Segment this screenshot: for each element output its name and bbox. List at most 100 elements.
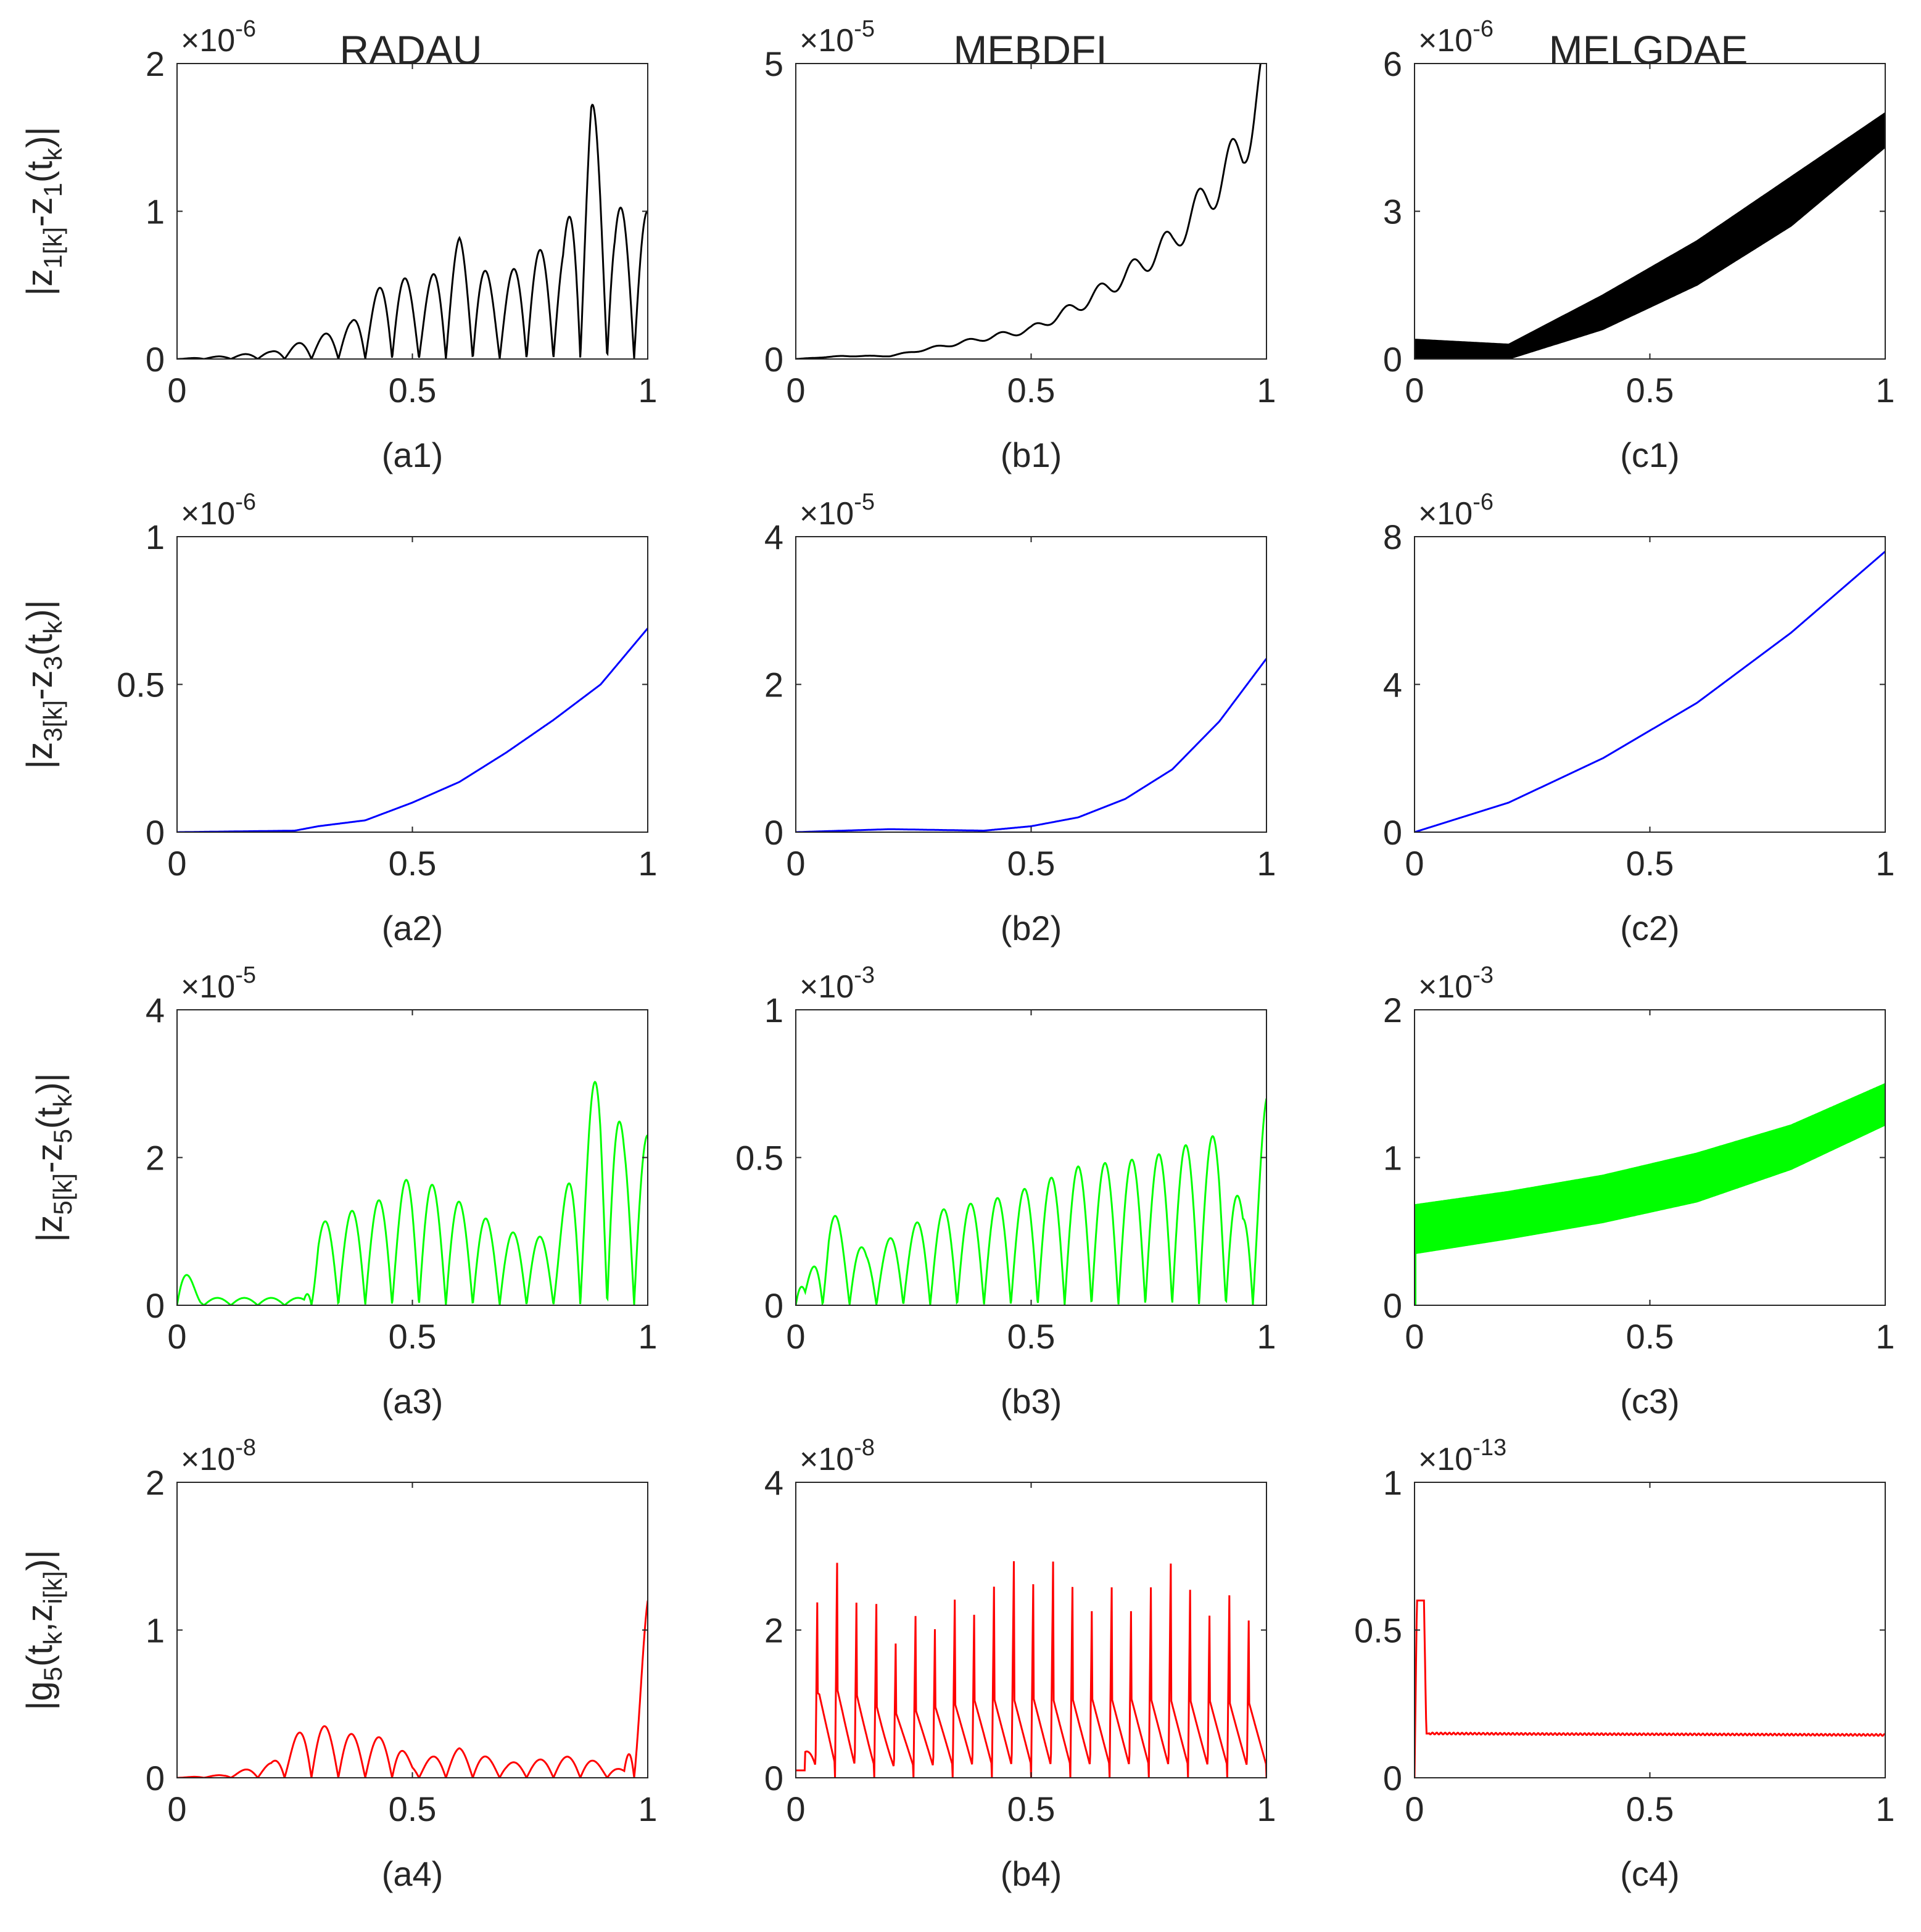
panel-caption: (b4) <box>1001 1854 1062 1893</box>
x-tick-label: 0 <box>167 371 186 410</box>
y-axis-label-row-2: |z3[k]-z3(tk)| <box>20 600 67 769</box>
x-tick-label: 0.5 <box>1626 1790 1674 1828</box>
x-tick-label: 0 <box>167 1317 186 1356</box>
panel-c1: 0 0.5 1 0 3 6 ×10-6 (c1) <box>1383 16 1895 474</box>
axis-multiplier: ×10-3 <box>799 962 875 1005</box>
y-tick-label: 2 <box>146 1463 165 1502</box>
series-line <box>1415 1600 1885 1778</box>
y-axis-label-row-4: |g5(tk,zi[k])| <box>20 1550 67 1710</box>
plot-area <box>796 64 1266 359</box>
x-tick-label: 0.5 <box>389 371 437 410</box>
y-tick-label: 1 <box>146 518 165 556</box>
y-tick-label: 4 <box>1383 666 1402 704</box>
panel-caption: (b2) <box>1001 909 1062 947</box>
y-tick-label: 0.5 <box>1354 1611 1402 1650</box>
x-tick-label: 1 <box>638 371 657 410</box>
y-tick-label: 5 <box>764 44 783 83</box>
plot-area <box>796 537 1266 832</box>
panel-a1: 0 0.5 1 0 1 2 ×10-6 (a1) <box>146 16 658 474</box>
x-tick-label: 0 <box>1405 844 1424 883</box>
y-tick-label: 2 <box>764 666 783 704</box>
y-tick-label: 1 <box>1383 1463 1402 1502</box>
x-tick-label: 1 <box>638 844 657 883</box>
plot-content <box>1415 1600 1885 1778</box>
y-tick-label: 0 <box>1383 340 1402 379</box>
x-tick-label: 0 <box>1405 371 1424 410</box>
x-tick-label: 1 <box>1257 844 1276 883</box>
plot-area <box>1415 537 1885 832</box>
y-tick-label: 2 <box>146 44 165 83</box>
panel-caption: (c3) <box>1620 1382 1679 1421</box>
panel-caption: (b3) <box>1001 1382 1062 1421</box>
x-tick-label: 1 <box>638 1317 657 1356</box>
axis-multiplier: ×10-6 <box>181 16 256 59</box>
panel-caption: (a2) <box>382 909 444 947</box>
axis-multiplier: ×10-6 <box>1418 489 1493 532</box>
series-line <box>177 1080 648 1305</box>
panel-c4: 0 0.5 1 0 0.5 1 ×10-13 (c4) <box>1354 1435 1894 1893</box>
plot-content <box>796 1098 1266 1305</box>
plot-content <box>796 64 1262 359</box>
plot-content <box>1415 550 1885 832</box>
y-tick-label: 0 <box>146 1286 165 1325</box>
x-tick-label: 0 <box>167 1790 186 1828</box>
x-tick-label: 0 <box>1405 1317 1424 1356</box>
y-tick-label: 1 <box>146 1611 165 1650</box>
axis-multiplier: ×10-5 <box>799 489 875 532</box>
y-tick-label: 0 <box>764 1759 783 1798</box>
x-tick-label: 0 <box>1405 1790 1424 1828</box>
y-tick-label: 6 <box>1383 44 1402 83</box>
series-band <box>1415 112 1885 359</box>
axis-multiplier: ×10-5 <box>181 962 256 1005</box>
plot-content <box>177 104 648 359</box>
panel-c3: 0 0.5 1 0 1 2 ×10-3 (c3) <box>1383 962 1895 1421</box>
y-tick-label: 4 <box>764 1463 783 1502</box>
panels: 0 0.5 1 0 1 2 ×10-6 (a1) 0 0.5 1 0 5 ×10-5 (b1) 0 0.5 1 0 3… <box>117 16 1894 1893</box>
panel-b3: 0 0.5 1 0 0.5 1 ×10-3 (b3) <box>735 962 1276 1421</box>
x-tick-label: 1 <box>1257 1317 1276 1356</box>
x-tick-label: 0.5 <box>1007 1317 1056 1356</box>
row-y-labels: |z1[k]-z1(tk)| |z3[k]-z3(tk)| |z5[k]-z5(tk… <box>20 126 77 1710</box>
y-tick-label: 0 <box>146 1759 165 1798</box>
y-tick-label: 0 <box>146 340 165 379</box>
y-tick-label: 0.5 <box>735 1139 783 1178</box>
series-line <box>796 658 1266 832</box>
axis-multiplier: ×10-8 <box>799 1435 875 1477</box>
axis-multiplier: ×10-3 <box>1418 962 1493 1005</box>
panel-a3: 0 0.5 1 0 2 4 ×10-5 (a3) <box>146 962 658 1421</box>
series-line <box>796 1098 1266 1305</box>
y-axis-label-row-1: |z1[k]-z1(tk)| <box>20 126 67 295</box>
x-tick-label: 0 <box>786 371 805 410</box>
y-tick-label: 4 <box>146 991 165 1030</box>
plot-area <box>796 1010 1266 1305</box>
y-tick-label: 0 <box>146 813 165 852</box>
y-tick-label: 0 <box>764 813 783 852</box>
x-tick-label: 1 <box>1257 1790 1276 1828</box>
axis-multiplier: ×10-6 <box>181 489 256 532</box>
x-tick-label: 0 <box>167 844 186 883</box>
panel-b4: 0 0.5 1 0 2 4 ×10-8 (b4) <box>764 1435 1276 1893</box>
y-tick-label: 2 <box>146 1139 165 1178</box>
x-tick-label: 0 <box>786 1317 805 1356</box>
plot-area <box>177 537 648 832</box>
series-line <box>796 64 1262 359</box>
x-tick-label: 0.5 <box>1626 371 1674 410</box>
panel-c2: 0 0.5 1 0 4 8 ×10-6 (c2) <box>1383 489 1895 947</box>
plot-content <box>796 658 1266 832</box>
y-tick-label: 1 <box>764 991 783 1030</box>
plot-content <box>177 1080 648 1305</box>
plot-area <box>177 1010 648 1305</box>
y-tick-label: 8 <box>1383 518 1402 556</box>
y-tick-label: 0.5 <box>117 666 165 704</box>
x-tick-label: 1 <box>1257 371 1276 410</box>
axis-multiplier: ×10-8 <box>181 1435 256 1477</box>
y-axis-label-row-3: |z5[k]-z5(tk)| <box>30 1073 77 1242</box>
y-tick-label: 2 <box>1383 991 1402 1030</box>
panel-caption: (c2) <box>1620 909 1679 947</box>
x-tick-label: 1 <box>1875 371 1894 410</box>
panel-caption: (a3) <box>382 1382 444 1421</box>
y-tick-label: 0 <box>764 340 783 379</box>
series-line <box>177 104 648 359</box>
y-tick-label: 1 <box>1383 1139 1402 1178</box>
